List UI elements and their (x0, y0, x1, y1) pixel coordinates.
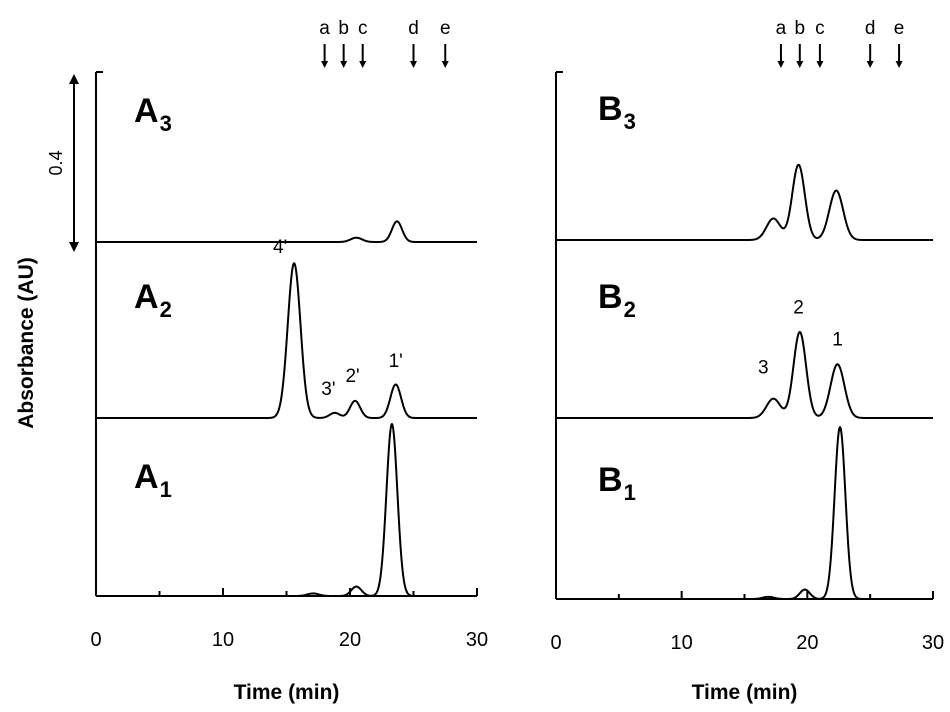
trace-label-letter: A (134, 92, 159, 130)
trace-label-letter: A (134, 458, 159, 496)
elution-marker-label: b (338, 18, 349, 39)
chromatogram-trace-b3 (555, 163, 934, 241)
chromatogram-trace-a1 (95, 423, 478, 597)
x-tick-label: 30 (922, 632, 944, 654)
trace-label-letter: B (598, 461, 623, 499)
elution-marker-label: d (408, 18, 419, 39)
elution-marker-label: c (815, 18, 825, 39)
trace-label-letter: B (598, 90, 623, 128)
x-axis-title: Time (min) (234, 681, 340, 704)
elution-marker-label: e (894, 18, 905, 39)
elution-marker-arrowhead (895, 61, 903, 68)
elution-marker-arrowhead (816, 61, 824, 68)
elution-marker-arrowhead (796, 61, 804, 68)
elution-marker-arrowhead (340, 61, 348, 68)
elution-marker-arrowhead (777, 61, 785, 68)
x-tick-label: 10 (671, 632, 693, 654)
peak-label: 4' (273, 237, 287, 258)
elution-marker-label: e (440, 18, 451, 39)
peak-label: 3 (758, 358, 769, 379)
elution-marker-arrowhead (866, 61, 874, 68)
x-axis-title: Time (min) (692, 681, 798, 704)
trace-label: B1 (598, 461, 636, 505)
trace-label: B2 (598, 278, 636, 322)
elution-marker-label: a (319, 18, 330, 39)
x-tick-label: 0 (90, 629, 101, 651)
x-tick-label: 20 (796, 632, 818, 654)
elution-marker-arrowhead (321, 61, 329, 68)
trace-label-subscript: 2 (160, 297, 172, 322)
trace-label: A3 (134, 92, 172, 136)
trace-label: A2 (134, 278, 172, 322)
trace-label-subscript: 1 (624, 480, 636, 505)
x-tick-label: 30 (466, 629, 488, 651)
elution-marker-arrowhead (441, 61, 449, 68)
elution-marker-label: c (358, 18, 368, 39)
x-tick-label: 0 (550, 632, 561, 654)
elution-marker-label: d (865, 18, 876, 39)
trace-label-subscript: 2 (624, 297, 636, 322)
scale-bar-label: 0.4 (46, 150, 66, 175)
panel-a: 0 10 20 30 Time (min) Absorbance (AU) 0.4 a b c d e… (15, 18, 488, 704)
peak-label: 1' (389, 351, 403, 372)
elution-marker-arrowhead (359, 61, 367, 68)
elution-marker-label: a (776, 18, 787, 39)
trace-label: A1 (134, 458, 172, 502)
y-axis-title: Absorbance (AU) (15, 257, 38, 429)
scale-bar-arrow-down (69, 242, 79, 252)
elution-marker-label: b (795, 18, 806, 39)
trace-label-subscript: 1 (160, 477, 172, 502)
trace-label: B3 (598, 90, 636, 134)
peak-label: 1 (832, 330, 843, 351)
peak-label: 2' (345, 366, 359, 387)
peak-label: 2 (793, 297, 804, 318)
x-tick-label: 20 (339, 629, 361, 651)
chromatogram-trace-b1 (555, 426, 934, 600)
peak-label: 3' (321, 379, 335, 400)
elution-marker-arrowhead (410, 61, 417, 68)
trace-label-letter: A (134, 278, 159, 316)
chromatogram-trace-a3 (95, 220, 478, 243)
scale-bar-arrow-up (69, 74, 79, 84)
chromatogram-trace-b2 (555, 330, 934, 419)
trace-label-subscript: 3 (624, 109, 636, 134)
chromatogram-trace-a2 (95, 262, 478, 419)
x-tick-label: 10 (212, 629, 234, 651)
trace-label-letter: B (598, 278, 623, 316)
trace-label-subscript: 3 (160, 111, 172, 136)
